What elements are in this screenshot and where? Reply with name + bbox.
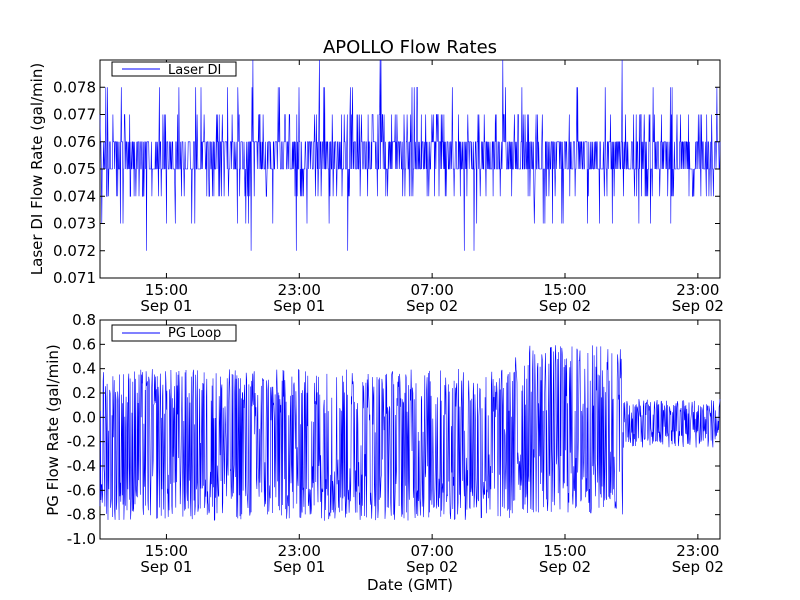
x-tick-time-label: 15:00	[145, 542, 188, 560]
x-tick-date-label: Sep 02	[672, 297, 724, 315]
y-axis-laser-di: 0.071 0.072 0.073 0.074 0.075 0.076 0.077 0.078	[53, 78, 720, 287]
x-tick-time-label: 23:00	[676, 542, 719, 560]
x-tick-date-label: Sep 01	[140, 297, 192, 315]
x-tick-date-label: Sep 02	[539, 558, 591, 576]
y-axis-pg-loop: -1.0 -0.8 -0.6 -0.4 -0.2 0.0 0.2 0.4 0.6 0.8	[67, 311, 720, 548]
pg-loop-chart: -1.0 -0.8 -0.6 -0.4 -0.2 0.0 0.2 0.4 0.6 0.8 15:0…	[44, 311, 724, 594]
y-tick-label: -0.4	[67, 457, 96, 475]
x-tick-time-label: 15:00	[543, 542, 586, 560]
x-tick-time-label: 07:00	[411, 281, 454, 299]
y-tick-label: 0.075	[53, 160, 96, 178]
series-laser-di	[99, 59, 721, 251]
legend-label-pg-loop: PG Loop	[168, 326, 221, 341]
x-axis-label-pg-loop: Date (GMT)	[367, 576, 453, 594]
y-axis-label-laser-di: Laser DI Flow Rate (gal/min)	[28, 63, 46, 275]
x-tick-date-label: Sep 02	[539, 297, 591, 315]
y-tick-label: 0.071	[53, 269, 96, 287]
plot-area-laser-di	[99, 59, 721, 279]
y-tick-label: 0.8	[72, 311, 96, 329]
x-tick-time-label: 15:00	[145, 281, 188, 299]
y-tick-label: -0.6	[67, 481, 96, 499]
y-tick-label: 0.073	[53, 215, 96, 233]
y-axis-label-pg-loop: PG Flow Rate (gal/min)	[44, 344, 62, 516]
y-tick-label: 0.076	[53, 133, 96, 151]
y-tick-label: 0.077	[53, 106, 96, 124]
x-tick-time-label: 15:00	[543, 281, 586, 299]
y-tick-label: 0.0	[72, 408, 96, 426]
legend-pg-loop: PG Loop	[111, 324, 237, 342]
y-tick-label: 0.072	[53, 242, 96, 260]
y-tick-label: 0.078	[53, 78, 96, 96]
y-tick-label: -1.0	[67, 530, 96, 548]
x-tick-date-label: Sep 02	[406, 297, 458, 315]
x-tick-date-label: Sep 01	[273, 558, 325, 576]
series-line-laser-di	[99, 59, 721, 251]
y-tick-label: 0.2	[72, 384, 96, 402]
y-tick-label: -0.2	[67, 433, 96, 451]
x-tick-time-label: 23:00	[676, 281, 719, 299]
series-line-pg-loop	[99, 345, 721, 522]
y-tick-label: -0.8	[67, 506, 96, 524]
x-tick-time-label: 07:00	[411, 542, 454, 560]
y-tick-label: 0.6	[72, 335, 96, 353]
x-tick-date-label: Sep 01	[140, 558, 192, 576]
x-tick-date-label: Sep 02	[406, 558, 458, 576]
laser-di-chart: APOLLO Flow Rates 0.0710.0720.0730.0740.…	[28, 37, 724, 315]
y-tick-label: 0.074	[53, 187, 96, 205]
chart-title: APOLLO Flow Rates	[323, 37, 497, 58]
x-tick-time-label: 23:00	[278, 281, 321, 299]
legend-laser-di: Laser DI	[111, 61, 237, 78]
y-tick-label: 0.4	[72, 360, 96, 378]
x-tick-time-label: 23:00	[278, 542, 321, 560]
series-pg-loop	[99, 345, 721, 522]
x-tick-date-label: Sep 01	[273, 297, 325, 315]
legend-label-laser-di: Laser DI	[168, 63, 221, 78]
x-tick-date-label: Sep 02	[672, 558, 724, 576]
